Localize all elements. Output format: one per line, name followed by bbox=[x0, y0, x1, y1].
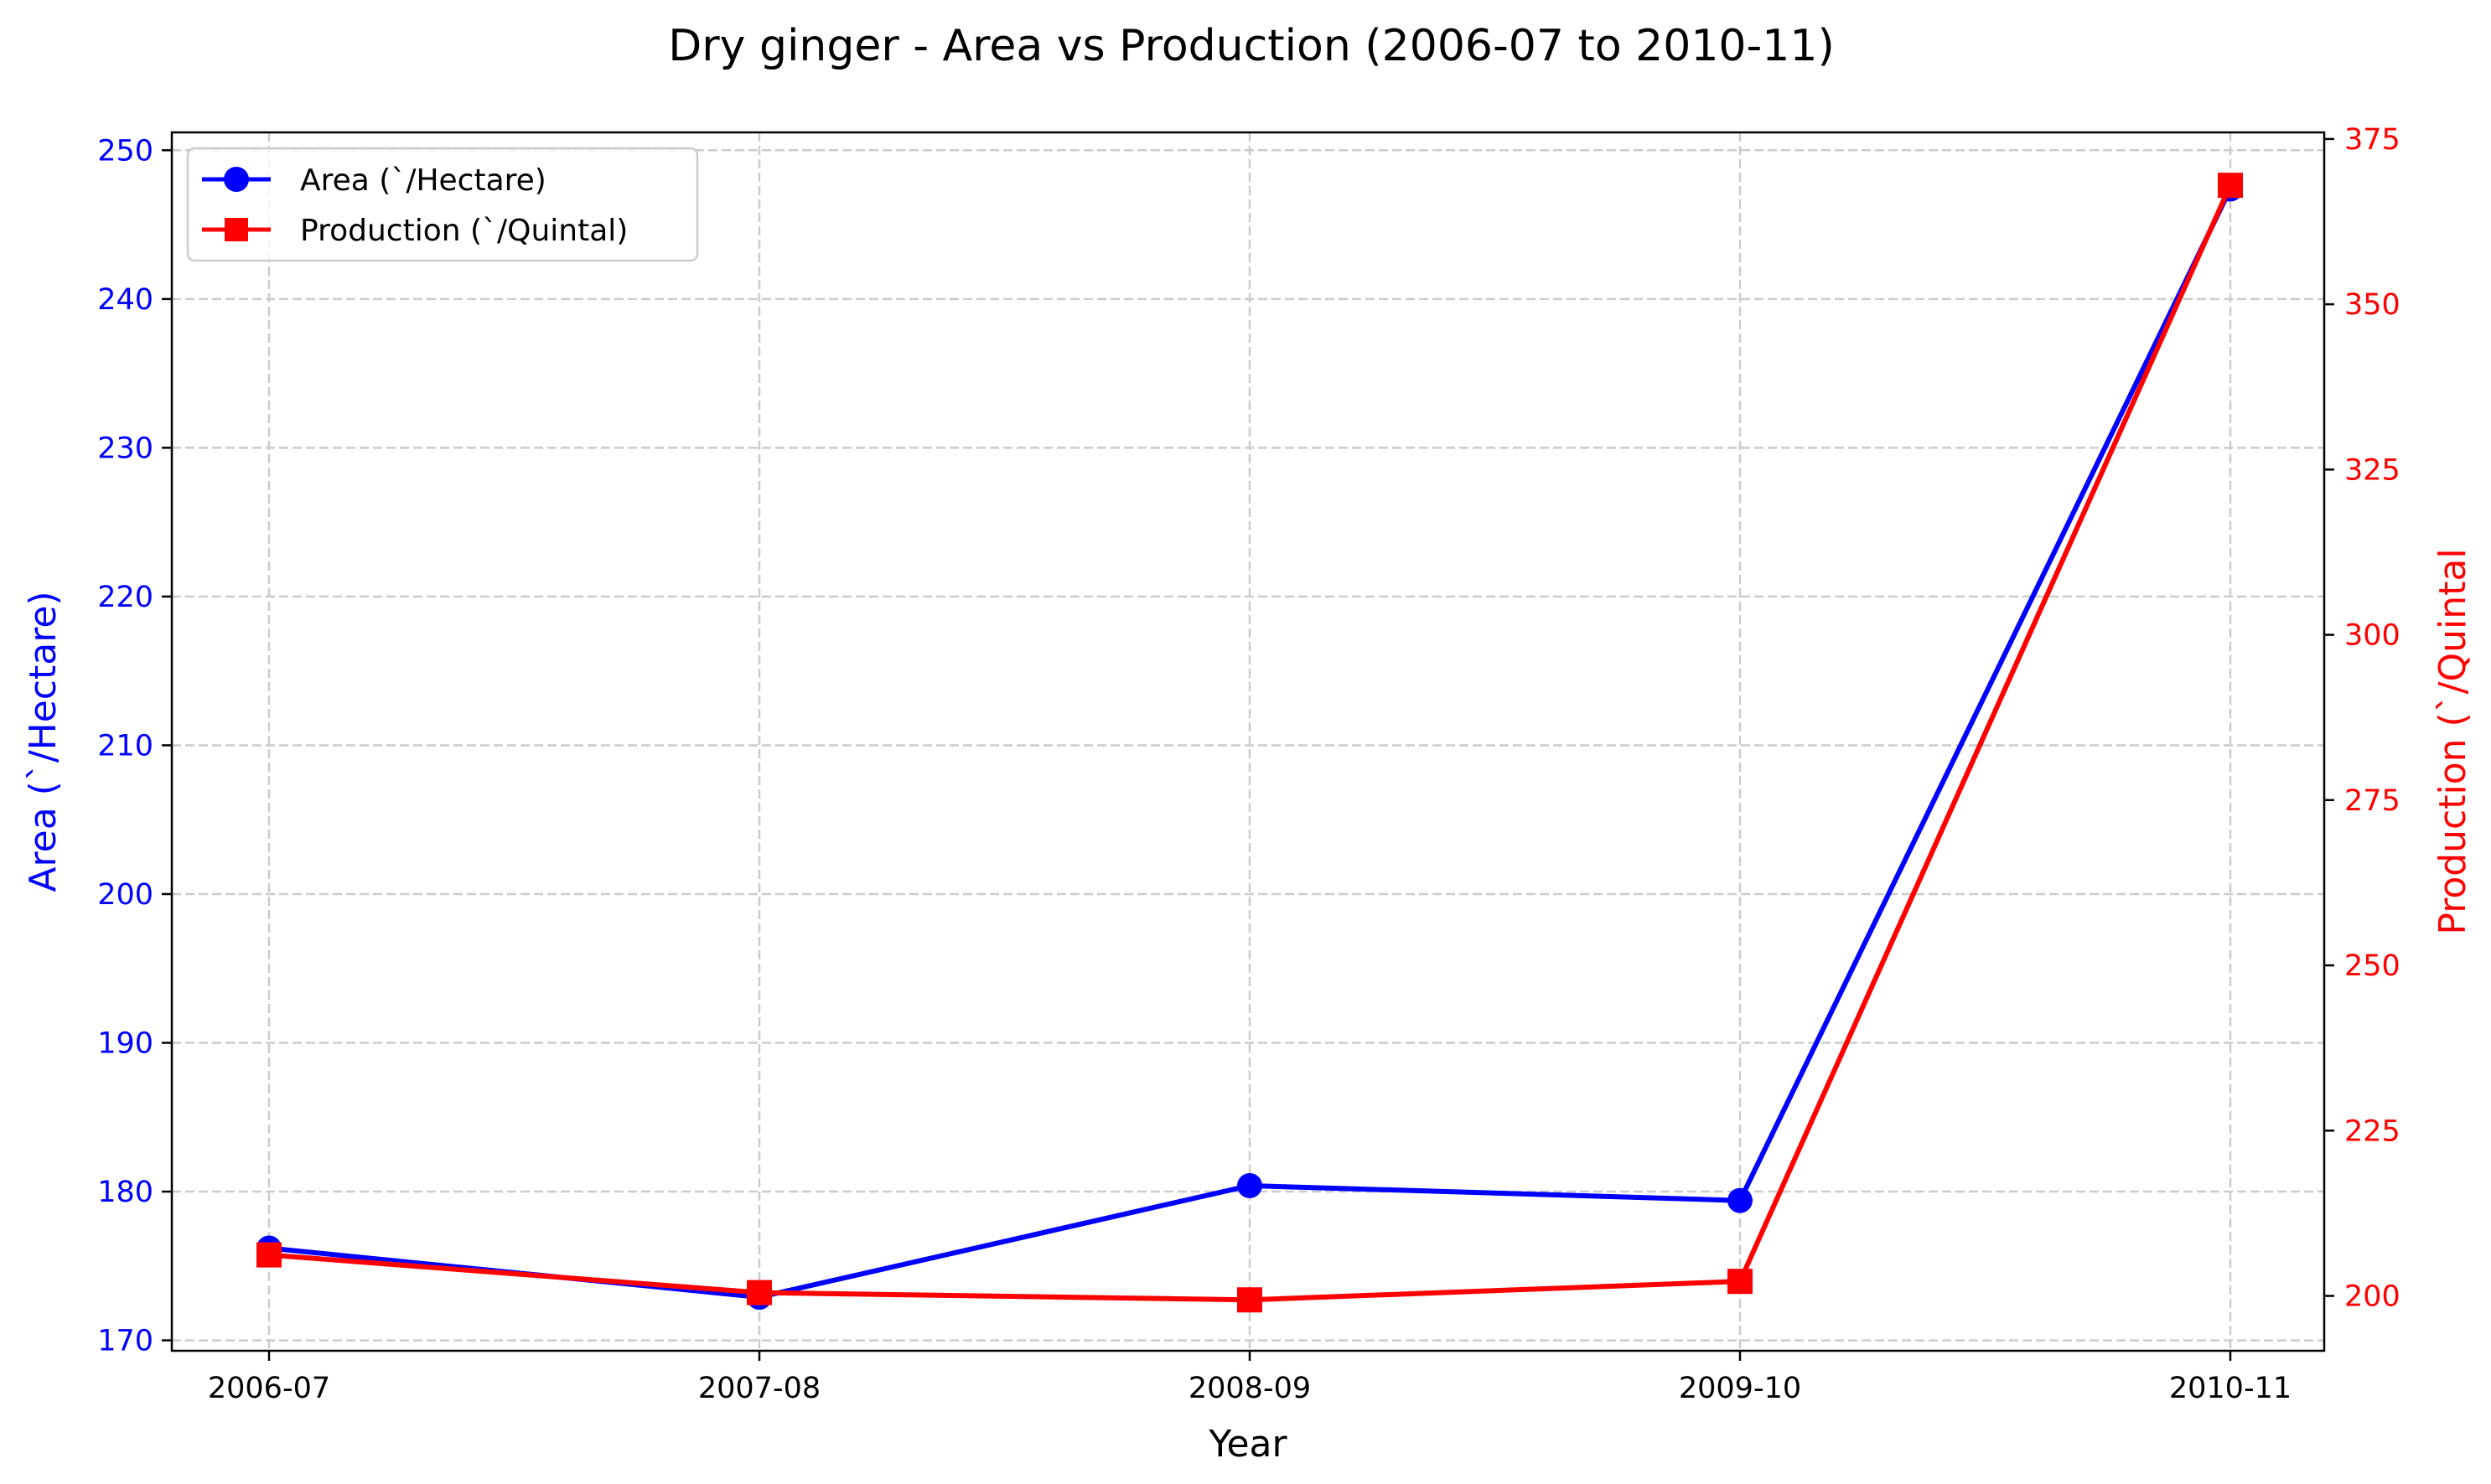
x-tick-label: 2007-08 bbox=[698, 1372, 821, 1405]
x-tick-label: 2010-11 bbox=[2169, 1372, 2292, 1405]
y-left-axis-title: Area (`/Hectare) bbox=[22, 591, 65, 892]
y-left-tick-label: 230 bbox=[97, 432, 153, 465]
legend-box bbox=[186, 147, 699, 262]
y-right-tick-label: 300 bbox=[2344, 619, 2400, 653]
production-point bbox=[1727, 1269, 1753, 1295]
area-point bbox=[1727, 1187, 1753, 1213]
legend-production-label: Production (`/Quintal) bbox=[300, 214, 628, 248]
legend-area-label: Area (`/Hectare) bbox=[300, 163, 546, 198]
x-tick-label: 2008-09 bbox=[1189, 1372, 1311, 1405]
y-left-tick-label: 250 bbox=[97, 134, 153, 168]
production-point bbox=[256, 1242, 282, 1268]
y-right-tick-label: 350 bbox=[2344, 288, 2400, 322]
y-left-tick-label: 200 bbox=[97, 878, 153, 912]
legend-production-marker bbox=[225, 218, 248, 241]
y-right-axis-title: Production (`/Quintal bbox=[2431, 548, 2474, 934]
x-axis-title: Year bbox=[1208, 1423, 1287, 1466]
y-right-tick-label: 375 bbox=[2344, 123, 2400, 157]
grid-layer bbox=[172, 132, 2324, 1351]
y-right-tick-label: 250 bbox=[2344, 949, 2400, 983]
y-right-tick-label: 325 bbox=[2344, 453, 2400, 487]
y-left-tick-label: 180 bbox=[97, 1176, 153, 1209]
y-right-tick-label: 200 bbox=[2344, 1280, 2400, 1314]
y-right-tick-label: 225 bbox=[2344, 1114, 2400, 1148]
legend: Area (`/Hectare) Production (`/Quintal) bbox=[186, 147, 699, 262]
plot-frame bbox=[170, 131, 2326, 1352]
series-layer bbox=[256, 173, 2243, 1313]
y-left-tick-label: 220 bbox=[97, 581, 153, 614]
chart-title: Dry ginger - Area vs Production (2006-07… bbox=[668, 21, 1834, 71]
production-point bbox=[2218, 173, 2243, 199]
y-left-tick-label: 210 bbox=[97, 729, 153, 763]
production-point bbox=[747, 1280, 772, 1306]
x-tick-label: 2009-10 bbox=[1679, 1372, 1801, 1405]
axis-layer: 2006-07 2007-08 2008-09 2009-10 2010-11 170 18… bbox=[97, 123, 2400, 1405]
y-left-tick-label: 170 bbox=[97, 1325, 153, 1358]
y-right-tick-label: 275 bbox=[2344, 784, 2400, 818]
y-left-tick-label: 190 bbox=[97, 1027, 153, 1061]
area-point bbox=[1237, 1172, 1262, 1198]
production-point bbox=[1237, 1287, 1262, 1313]
y-left-tick-label: 240 bbox=[97, 283, 153, 317]
legend-area-marker bbox=[224, 167, 249, 192]
x-tick-label: 2006-07 bbox=[208, 1372, 330, 1405]
